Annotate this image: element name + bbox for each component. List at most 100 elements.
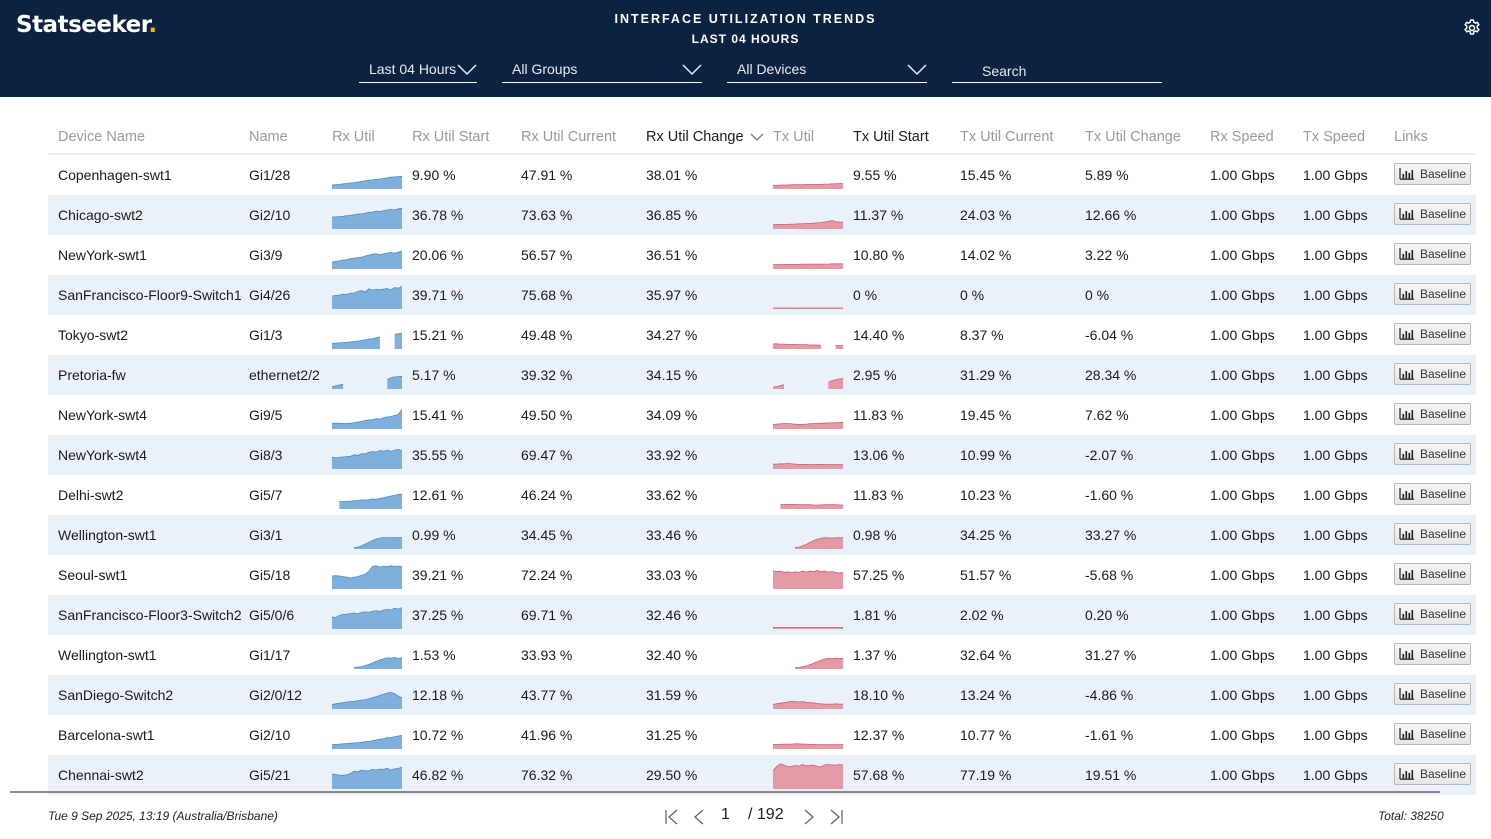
column-header-tx-util-start[interactable]: Tx Util Start [853,129,929,145]
rx-speed-cell: 1.00 Gbps [1210,447,1275,463]
tx-util-change-cell: 12.66 % [1085,207,1137,223]
rx-util-current-cell: 69.47 % [521,447,573,463]
rx-util-change-cell: 38.01 % [646,167,698,183]
rx-util-sparkline [332,250,402,269]
rx-util-sparkline-line [332,691,402,705]
tx-util-sparkline-area [773,764,843,789]
column-header-tx-speed[interactable]: Tx Speed [1303,129,1366,145]
baseline-button[interactable]: Baseline [1394,323,1471,345]
baseline-button[interactable]: Baseline [1394,723,1471,745]
rx-util-current-cell: 33.93 % [521,647,573,663]
baseline-button[interactable]: Baseline [1394,483,1471,505]
baseline-button-label: Baseline [1420,687,1467,701]
table-row[interactable]: Copenhagen-swt1 Gi1/28 9.90 % 47.91 % 38.01 … [48,155,1476,195]
table-row[interactable]: Chicago-swt2 Gi2/10 36.78 % 73.63 % 36.85 % 1… [48,195,1476,235]
statseeker-logo[interactable]: Statseeker. [16,12,157,38]
table-row[interactable]: SanFrancisco-Floor9-Switch1 Gi4/26 39.71 %… [48,275,1476,315]
table-row[interactable]: Delhi-swt2 Gi5/7 12.61 % 46.24 % 33.62 % 11.8… [48,475,1476,515]
baseline-button[interactable]: Baseline [1394,603,1471,625]
column-header-tx-util-current[interactable]: Tx Util Current [960,129,1054,145]
rx-util-start-cell: 12.18 % [412,687,464,703]
first-page-icon[interactable] [664,808,680,826]
tx-util-start-cell: 13.06 % [853,447,905,463]
horizontal-scrollbar[interactable] [10,791,1440,793]
tx-util-sparkline [773,700,843,709]
column-header-tx-util[interactable]: Tx Util [773,129,815,145]
rx-util-sparkline [332,565,402,589]
rx-util-start-cell: 15.21 % [412,327,464,343]
column-header-name[interactable]: Name [249,129,288,145]
rx-util-sparkline-line [332,175,402,186]
device-select[interactable]: All Devices [727,60,927,83]
next-page-icon[interactable] [801,808,817,826]
table-row[interactable]: SanFrancisco-Floor3-Switch2 Gi5/0/6 37.25 … [48,595,1476,635]
table-row[interactable]: SanDiego-Switch2 Gi2/0/12 12.18 % 43.77 % 31… [48,675,1476,715]
tx-util-sparkline-line [773,570,843,574]
tx-util-start-cell: 2.95 % [853,367,897,383]
baseline-button-label: Baseline [1420,727,1467,741]
column-header-rx-util-start[interactable]: Rx Util Start [412,129,490,145]
current-page[interactable]: 1 [721,806,730,823]
baseline-button-label: Baseline [1420,647,1467,661]
previous-page-icon[interactable] [691,808,707,826]
search-input[interactable] [952,60,1162,82]
rx-util-sparkline-line [332,607,402,618]
tx-speed-cell: 1.00 Gbps [1303,247,1368,263]
baseline-button[interactable]: Baseline [1394,363,1471,385]
baseline-button[interactable]: Baseline [1394,563,1471,585]
rx-speed-cell: 1.00 Gbps [1210,527,1275,543]
baseline-button[interactable]: Baseline [1394,283,1471,305]
gear-icon[interactable] [1462,18,1482,38]
interface-name-cell: Gi9/5 [249,407,283,423]
column-header-rx-util-change[interactable]: Rx Util Change [646,129,764,145]
rx-util-sparkline-area [332,449,402,469]
table-row[interactable]: Seoul-swt1 Gi5/18 39.21 % 72.24 % 33.03 % 57.… [48,555,1476,595]
rx-util-sparkline [332,207,402,229]
table-row[interactable]: Wellington-swt1 Gi1/17 1.53 % 33.93 % 32.40 … [48,635,1476,675]
column-header-tx-util-change[interactable]: Tx Util Change [1085,129,1181,145]
rx-util-sparkline-line [394,332,402,335]
table-row[interactable]: NewYork-swt4 Gi9/5 15.41 % 49.50 % 34.09 % 11… [48,395,1476,435]
tx-util-sparkline-line [795,657,843,669]
rx-util-change-cell: 34.15 % [646,367,698,383]
time-range-value: Last 04 Hours [369,61,457,77]
rx-util-current-cell: 73.63 % [521,207,573,223]
table-row[interactable]: NewYork-swt4 Gi8/3 35.55 % 69.47 % 33.92 % 13… [48,435,1476,475]
baseline-button[interactable]: Baseline [1394,243,1471,265]
column-header-rx-util-current[interactable]: Rx Util Current [521,129,617,145]
tx-util-start-cell: 1.37 % [853,647,897,663]
app-header: Statseeker. INTERFACE UTILIZATION TRENDS… [0,0,1491,97]
device-name-cell: SanFrancisco-Floor9-Switch1 [58,287,242,303]
baseline-button[interactable]: Baseline [1394,203,1471,225]
table-row[interactable]: Barcelona-swt1 Gi2/10 10.72 % 41.96 % 31.25 … [48,715,1476,755]
baseline-button[interactable]: Baseline [1394,443,1471,465]
baseline-button[interactable]: Baseline [1394,403,1471,425]
table-row[interactable]: Chennai-swt2 Gi5/21 46.82 % 76.32 % 29.50 % 5… [48,755,1476,795]
rx-util-sparkline-line [354,537,402,549]
tx-util-current-cell: 13.24 % [960,687,1012,703]
column-header-rx-util[interactable]: Rx Util [332,129,375,145]
tx-util-sparkline-line [773,743,843,746]
baseline-button[interactable]: Baseline [1394,523,1471,545]
baseline-button[interactable]: Baseline [1394,683,1471,705]
baseline-button[interactable]: Baseline [1394,763,1471,785]
table-row[interactable]: Wellington-swt1 Gi3/1 0.99 % 34.45 % 33.46 %… [48,515,1476,555]
time-range-select[interactable]: Last 04 Hours [359,60,477,83]
rx-util-current-cell: 69.71 % [521,607,573,623]
tx-util-sparkline-area [828,378,843,389]
tx-util-current-cell: 34.25 % [960,527,1012,543]
baseline-button[interactable]: Baseline [1394,163,1471,185]
tx-speed-cell: 1.00 Gbps [1303,727,1368,743]
last-page-icon[interactable] [828,808,844,826]
rx-util-start-cell: 46.82 % [412,767,464,783]
table-row[interactable]: Pretoria-fw ethernet2/2 5.17 % 39.32 % 34.15… [48,355,1476,395]
table-row[interactable]: NewYork-swt1 Gi3/9 20.06 % 56.57 % 36.51 % 10… [48,235,1476,275]
rx-util-current-cell: 76.32 % [521,767,573,783]
baseline-button[interactable]: Baseline [1394,643,1471,665]
table-row[interactable]: Tokyo-swt2 Gi1/3 15.21 % 49.48 % 34.27 % 14.4… [48,315,1476,355]
group-select[interactable]: All Groups [502,60,702,83]
bar-chart-icon [1399,528,1414,540]
column-header-device-name[interactable]: Device Name [58,129,146,145]
column-header-rx-speed[interactable]: Rx Speed [1210,129,1274,145]
tx-util-change-cell: 33.27 % [1085,527,1137,543]
